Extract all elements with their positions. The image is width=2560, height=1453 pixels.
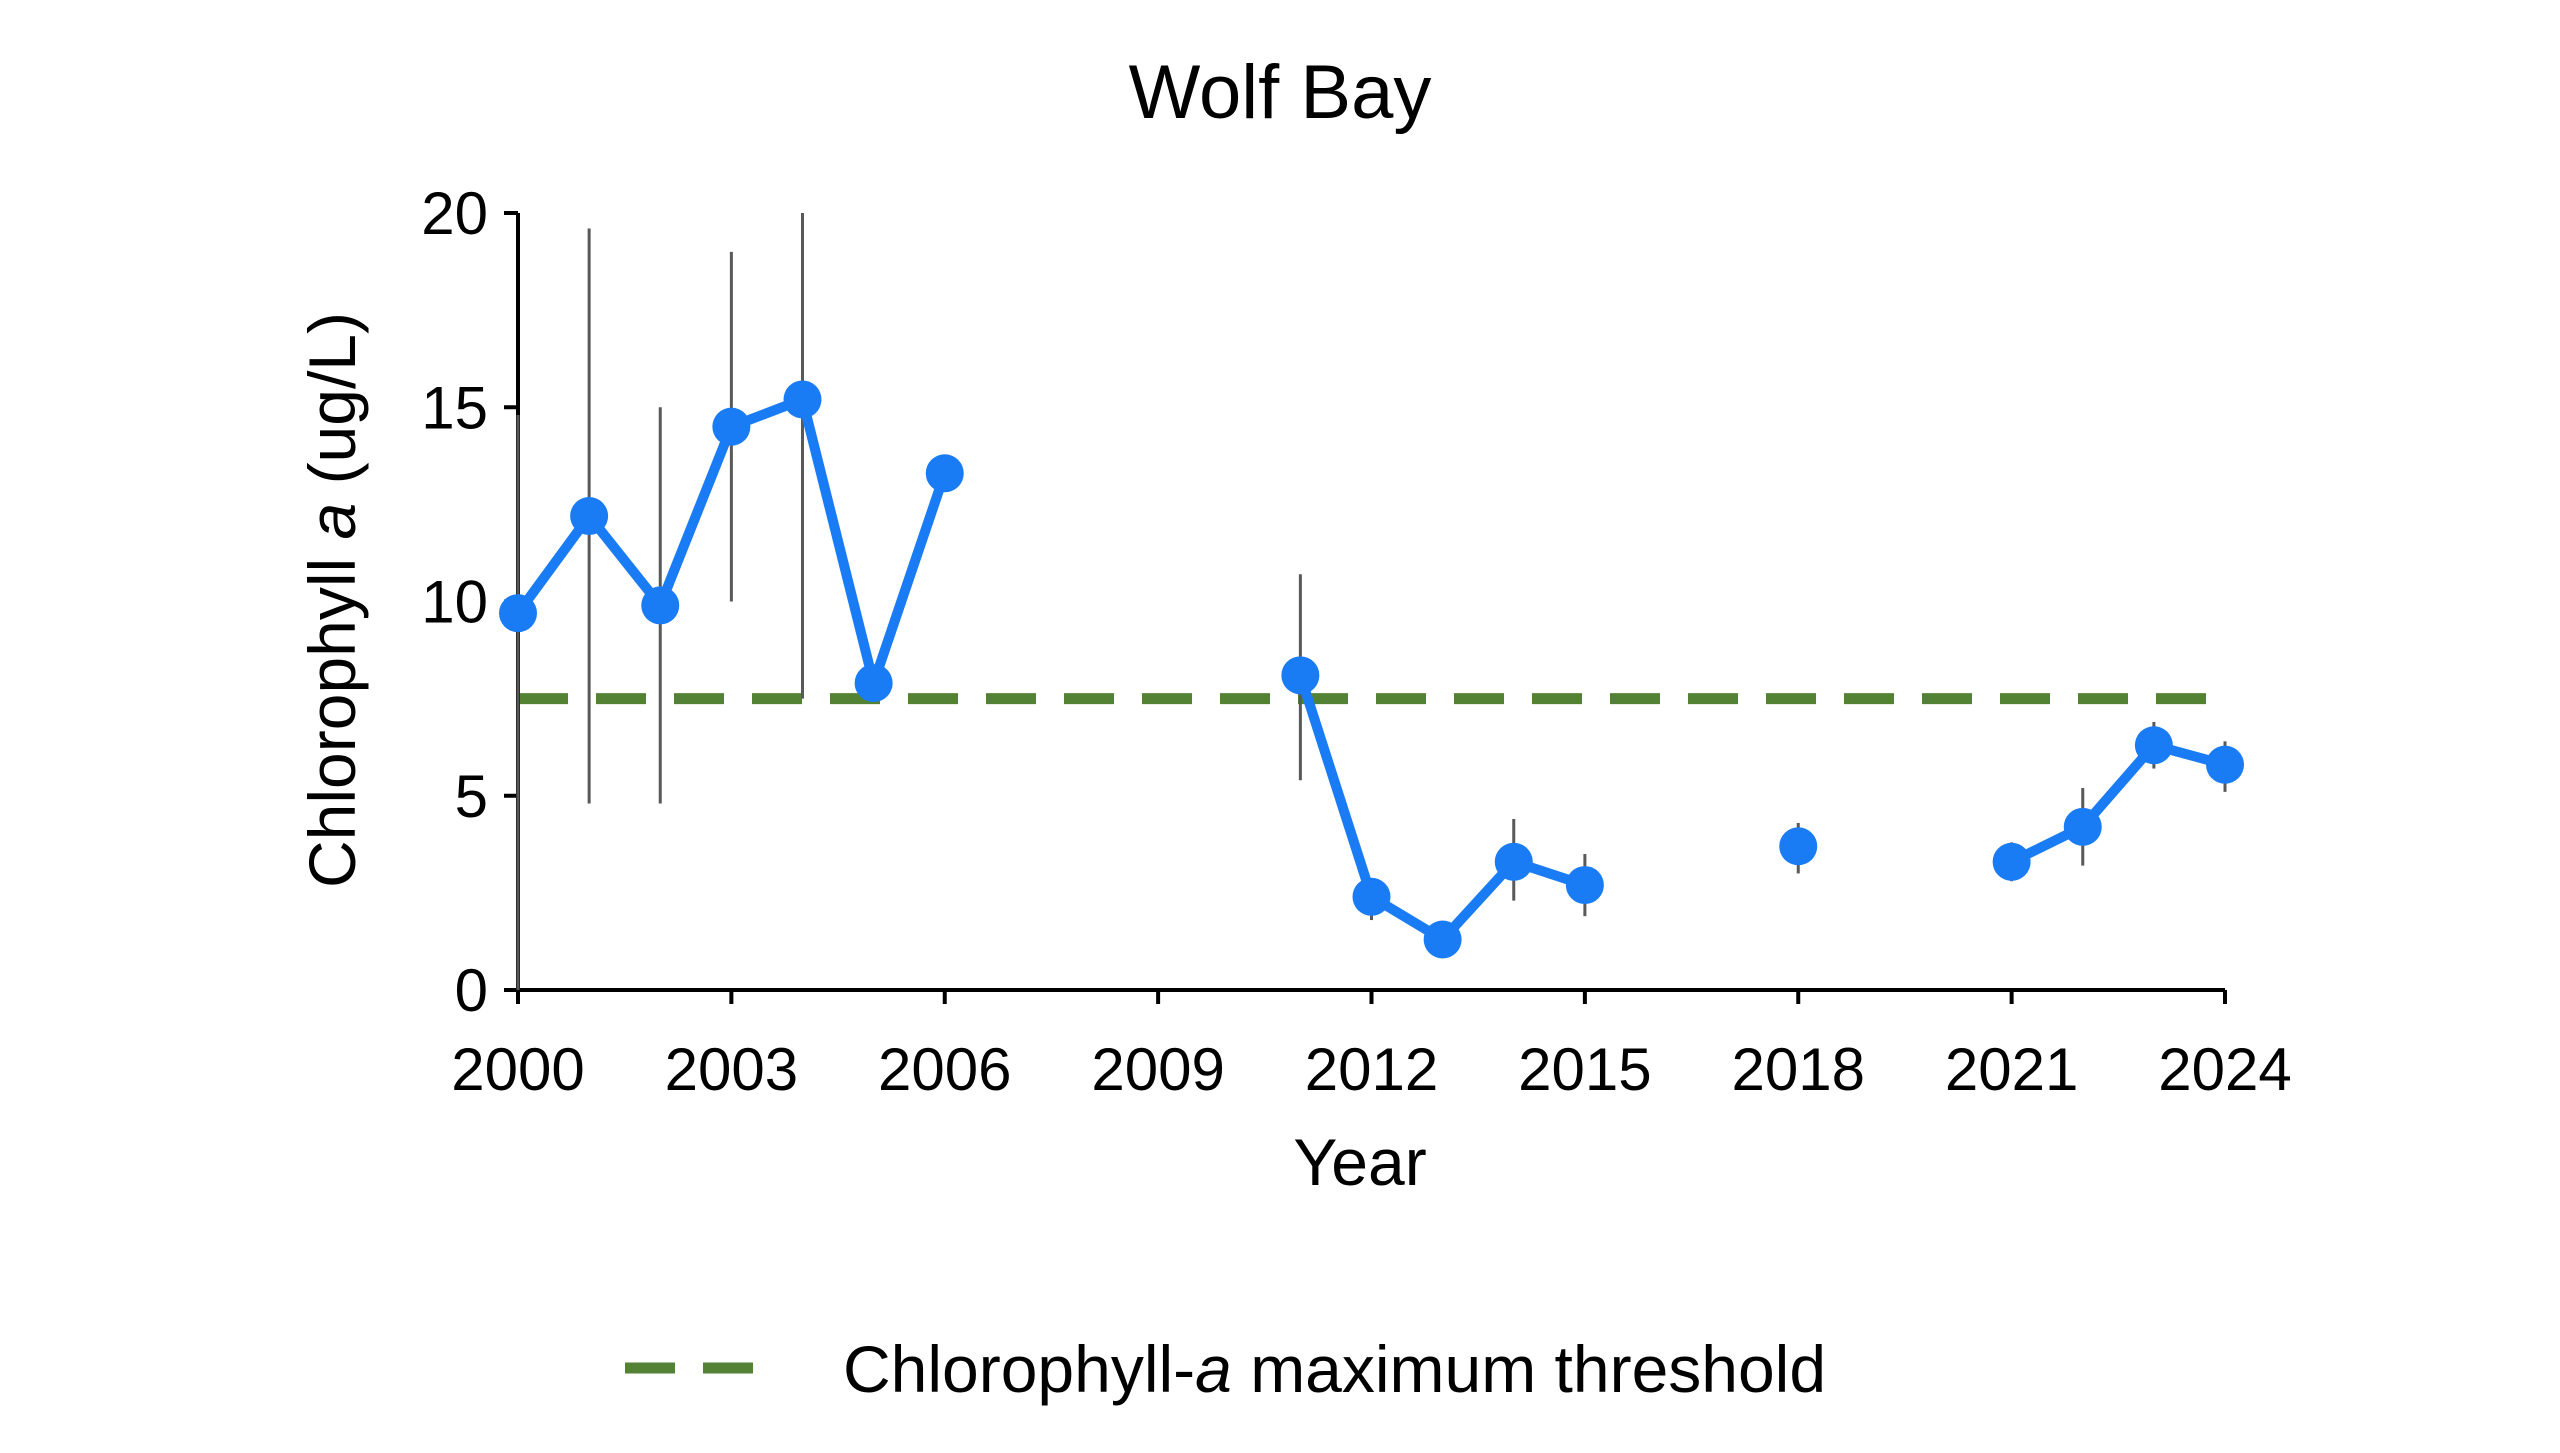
- y-axis-title-italic: a: [295, 503, 369, 540]
- data-point: [570, 497, 609, 536]
- y-axis-title-suffix: (ug/L): [295, 312, 369, 503]
- data-point: [2206, 745, 2244, 784]
- legend-label-prefix: Chlorophyll-: [843, 1332, 1195, 1406]
- x-axis-title: Year: [1293, 1125, 1426, 1199]
- data-point: [641, 586, 680, 625]
- data-point: [925, 454, 964, 493]
- x-tick-label: 2003: [665, 1036, 798, 1103]
- data-point: [2134, 726, 2173, 765]
- data-point: [2063, 807, 2102, 846]
- series-line: [2006, 740, 2230, 867]
- y-tick-label: 20: [421, 180, 488, 247]
- legend-label-italic: a: [1195, 1332, 1232, 1406]
- chart-title: Wolf Bay: [1129, 50, 1432, 135]
- x-tick-label: 2015: [1518, 1036, 1651, 1103]
- y-tick-label: 10: [421, 569, 488, 636]
- x-tick-label: 2006: [878, 1036, 1011, 1103]
- data-point: [1565, 866, 1604, 905]
- x-tick-label: 2000: [451, 1036, 584, 1103]
- plot-area: 0 5 10 15 20 2000 2003 2006 2009 2012 2015 2018 2021…: [421, 180, 2291, 1103]
- y-axis-title: Chlorophyll a (ug/L): [295, 312, 369, 888]
- legend-label-suffix: maximum threshold: [1232, 1332, 1826, 1406]
- x-tick-label: 2009: [1091, 1036, 1224, 1103]
- data-point: [499, 594, 537, 633]
- legend: Chlorophyll-a maximum threshold: [625, 1332, 1826, 1406]
- x-tick-label: 2012: [1305, 1036, 1438, 1103]
- y-tick-label: 5: [455, 763, 488, 830]
- y-tick-label: 15: [421, 374, 488, 441]
- data-point: [1281, 656, 1320, 695]
- data-point: [1423, 920, 1462, 959]
- data-point: [783, 380, 822, 419]
- legend-threshold-label: Chlorophyll-a maximum threshold: [843, 1332, 1826, 1406]
- data-point: [1992, 842, 2031, 881]
- y-tick-label: 0: [455, 957, 488, 1024]
- x-tick-label: 2018: [1732, 1036, 1865, 1103]
- data-point: [854, 664, 893, 703]
- data-point: [712, 407, 751, 446]
- y-axis-title-prefix: Chlorophyll: [295, 539, 369, 888]
- data-point: [1779, 827, 1818, 866]
- data-point: [1494, 842, 1533, 881]
- x-tick-label: 2024: [2158, 1036, 2291, 1103]
- x-tick-label: 2021: [1945, 1036, 2078, 1103]
- series-line: [1295, 670, 1590, 945]
- data-point: [1352, 877, 1391, 916]
